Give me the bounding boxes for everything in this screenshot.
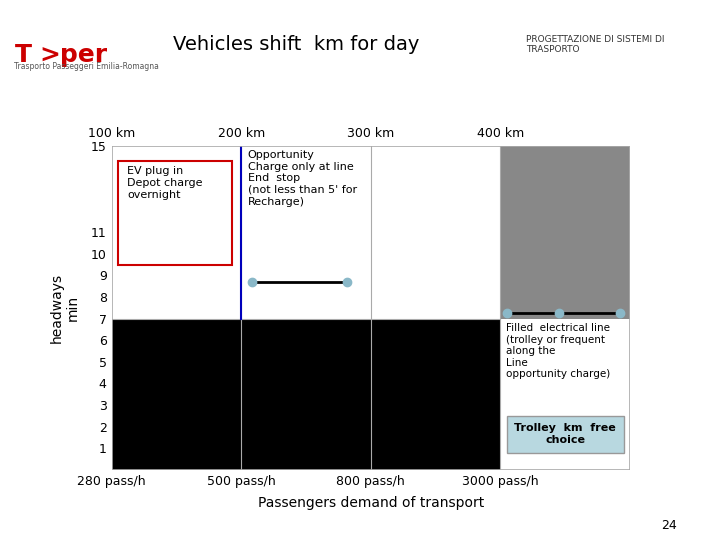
- Bar: [112, 319, 500, 470]
- Bar: [118, 161, 232, 265]
- Y-axis label: headways
min: headways min: [50, 273, 80, 343]
- Bar: [112, 146, 500, 319]
- Text: EV plug in
Depot charge
overnight: EV plug in Depot charge overnight: [127, 166, 202, 199]
- Text: Opportunity
Charge only at line
End  stop
(not less than 5' for
Recharge): Opportunity Charge only at line End stop…: [248, 150, 357, 206]
- Text: Filled  electrical line
(trolley or frequent
along the
Line
opportunity charge): Filled electrical line (trolley or frequ…: [505, 323, 610, 379]
- Text: PROGETTAZIONE DI SISTEMI DI
TRASPORTO: PROGETTAZIONE DI SISTEMI DI TRASPORTO: [526, 35, 664, 55]
- Text: >per: >per: [40, 43, 108, 67]
- Text: T: T: [14, 43, 32, 67]
- Bar: [507, 416, 624, 453]
- Bar: [500, 319, 630, 470]
- Text: Vehicles shift  km for day: Vehicles shift km for day: [173, 35, 419, 54]
- X-axis label: Passengers demand of transport: Passengers demand of transport: [258, 496, 484, 510]
- Text: 24: 24: [661, 519, 677, 532]
- Text: Trolley  km  free
choice: Trolley km free choice: [514, 423, 616, 445]
- Text: Trasporto Passeggeri Emilia-Romagna: Trasporto Passeggeri Emilia-Romagna: [14, 62, 159, 71]
- Bar: [500, 146, 630, 319]
